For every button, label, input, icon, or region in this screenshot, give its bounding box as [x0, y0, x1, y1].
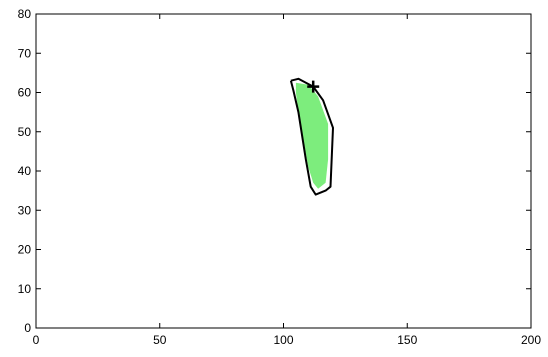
x-tick-label: 200	[521, 333, 541, 347]
y-tick-label: 60	[18, 86, 32, 100]
plot-frame	[35, 13, 532, 329]
x-tick-label: 50	[153, 333, 167, 347]
y-tick-label: 10	[18, 282, 32, 296]
y-tick-label: 40	[18, 164, 32, 178]
marker-layer	[307, 80, 320, 93]
plus-marker	[307, 80, 320, 93]
filled-region	[295, 82, 329, 189]
y-tick-label: 50	[18, 125, 32, 139]
y-tick-label: 20	[18, 243, 32, 257]
fill-layer	[295, 82, 329, 189]
x-axis-ticks: 0 50 100 150 200	[33, 14, 541, 347]
x-tick-label: 150	[397, 333, 417, 347]
y-axis-ticks: 0 10 20 30 40 50 60 70 80	[18, 7, 531, 335]
y-tick-label: 70	[18, 46, 32, 60]
y-tick-label: 30	[18, 203, 32, 217]
x-tick-label: 0	[33, 333, 40, 347]
x-tick-label: 100	[273, 333, 293, 347]
y-tick-label: 80	[18, 7, 32, 21]
y-tick-label: 0	[24, 321, 31, 335]
